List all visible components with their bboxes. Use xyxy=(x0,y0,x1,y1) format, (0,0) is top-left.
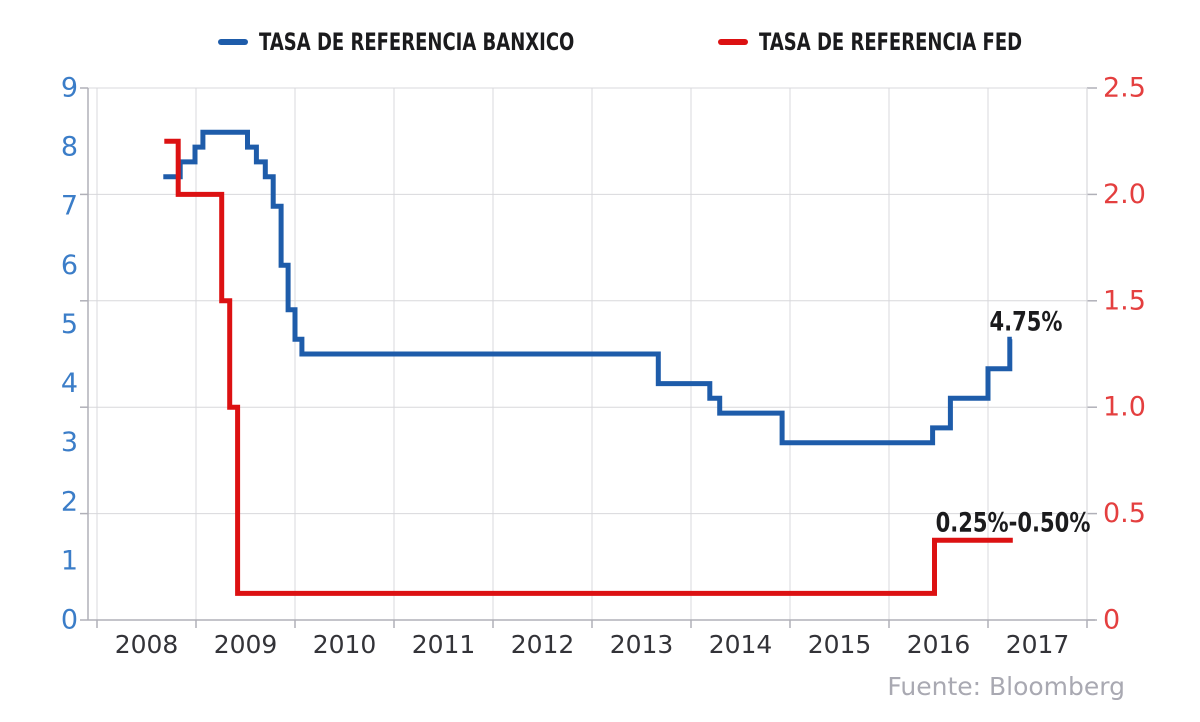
legend-label-banxico: TASA DE REFERENCIA BANXICO xyxy=(259,28,575,56)
banxico-rate-line xyxy=(163,129,1013,446)
left-axis-tick-label: 6 xyxy=(61,250,78,281)
fed-rate-line xyxy=(164,138,1013,596)
x-axis-tick-label: 2009 xyxy=(214,630,278,659)
legend-label-fed: TASA DE REFERENCIA FED xyxy=(759,28,1023,56)
left-axis-tick-label: 7 xyxy=(61,191,78,222)
left-axis-tick-label: 5 xyxy=(61,309,78,340)
legend-item-banxico: TASA DE REFERENCIA BANXICO xyxy=(218,28,679,56)
x-axis-tick-label: 2011 xyxy=(412,630,476,659)
left-axis-tick-label: 0 xyxy=(61,605,78,636)
right-axis-tick-label: 0.5 xyxy=(1103,498,1146,529)
left-axis-tick-label: 9 xyxy=(61,73,78,104)
x-axis-tick-label: 2012 xyxy=(511,630,575,659)
banxico-line-swatch xyxy=(218,39,248,45)
x-axis-tick-label: 2017 xyxy=(1006,630,1070,659)
chart-legend: TASA DE REFERENCIA BANXICO TASA DE REFER… xyxy=(0,28,1200,58)
x-axis-tick-label: 2014 xyxy=(709,630,773,659)
fed-line-swatch xyxy=(718,39,748,45)
left-axis-tick-label: 2 xyxy=(61,486,78,517)
left-axis-tick-label: 1 xyxy=(61,545,78,576)
left-axis-tick-label: 4 xyxy=(61,368,78,399)
left-axis-tick-label: 3 xyxy=(61,427,78,458)
source-credit: Fuente: Bloomberg xyxy=(887,672,1125,701)
x-axis-tick-label: 2010 xyxy=(313,630,377,659)
left-axis-tick-label: 8 xyxy=(61,132,78,163)
x-axis-tick-label: 2016 xyxy=(907,630,971,659)
legend-item-fed: TASA DE REFERENCIA FED xyxy=(718,28,1110,56)
right-axis-tick-label: 1.5 xyxy=(1103,285,1146,316)
banxico-last-value-annotation: 4.75% xyxy=(989,306,1063,338)
right-axis-tick-label: 0 xyxy=(1103,605,1120,636)
right-axis-tick-label: 2.0 xyxy=(1103,179,1146,210)
x-axis-tick-label: 2015 xyxy=(808,630,872,659)
x-axis-tick-label: 2008 xyxy=(115,630,179,659)
right-axis-tick-label: 1.0 xyxy=(1103,392,1146,423)
x-axis-tick-label: 2013 xyxy=(610,630,674,659)
right-axis-tick-label: 2.5 xyxy=(1103,73,1146,104)
fed-last-value-annotation: 0.25%-0.50% xyxy=(935,507,1091,539)
